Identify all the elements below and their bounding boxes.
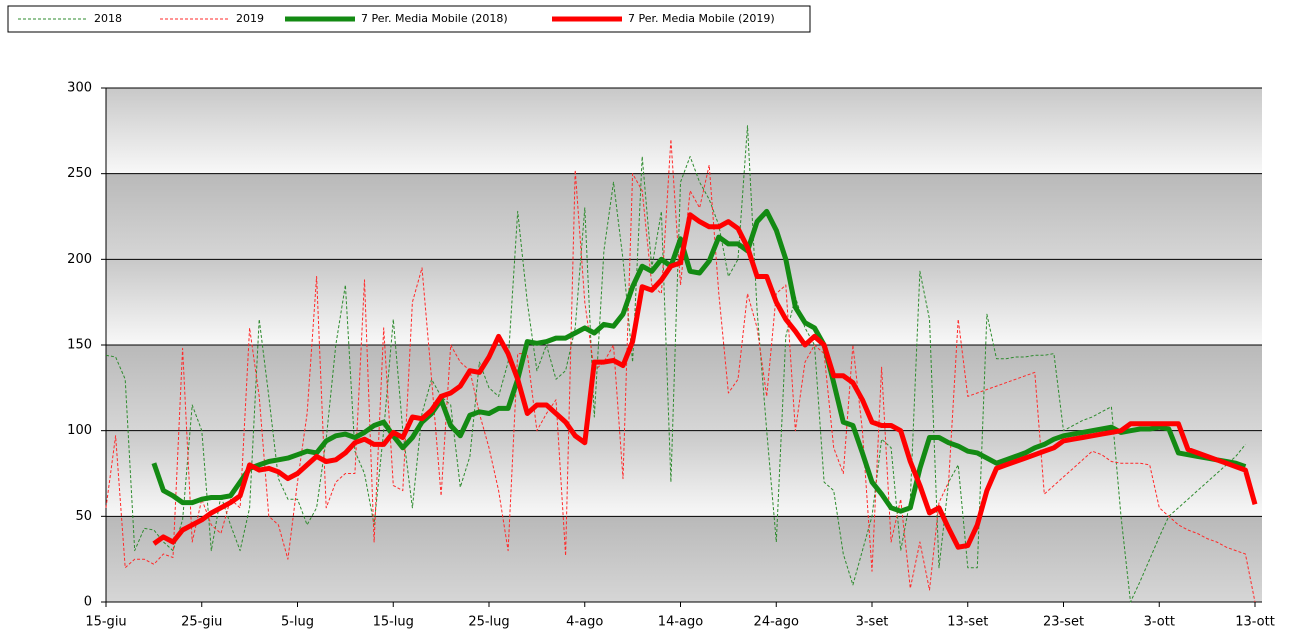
plot-area: 0 50 100 150 200 250 300 15-giu 25-giu 5-lug 15-lu…: [67, 81, 1275, 630]
plot-band: [106, 516, 1262, 602]
x-tick-label: 14-ago: [658, 615, 703, 630]
x-tick-label: 13-set: [947, 615, 988, 630]
x-tick-label: 4-ago: [566, 615, 603, 630]
y-tick-label: 200: [67, 252, 92, 267]
legend-label: 2019: [236, 12, 264, 25]
legend-label: 7 Per. Media Mobile (2018): [361, 12, 508, 25]
series-line: [105, 125, 1246, 603]
plot-band: [106, 259, 1262, 345]
legend-label: 7 Per. Media Mobile (2019): [628, 12, 775, 25]
series-line: [105, 138, 1256, 603]
series-line: [151, 208, 1247, 514]
y-tick-label: 250: [67, 166, 92, 181]
legend: 2018 2019 7 Per. Media Mobile (2018) 7 Per.…: [18, 12, 775, 25]
x-tick-label: 24-ago: [754, 615, 799, 630]
legend-box: [7, 5, 811, 33]
series-line: [152, 212, 1258, 550]
x-tick-label: 25-giu: [181, 615, 222, 630]
x-tick-label: 13-ott: [1235, 615, 1275, 630]
y-tick-label: 50: [75, 509, 92, 524]
y-tick-label: 150: [67, 338, 92, 353]
x-tick-label: 15-giu: [85, 615, 126, 630]
legend-label: 2018: [94, 12, 122, 25]
y-tick-label: 300: [67, 81, 92, 96]
x-tick-label: 23-set: [1043, 615, 1084, 630]
plot-band: [106, 88, 1262, 174]
x-tick-label: 3-set: [856, 615, 889, 630]
x-tick-label: 3-ott: [1144, 615, 1175, 630]
x-tick-label: 25-lug: [468, 615, 509, 630]
x-tick-label: 5-lug: [281, 615, 314, 630]
y-tick-label: 0: [84, 595, 92, 610]
x-tick-label: 15-lug: [373, 615, 414, 630]
plot-band: [106, 345, 1262, 431]
y-tick-label: 100: [67, 423, 92, 438]
